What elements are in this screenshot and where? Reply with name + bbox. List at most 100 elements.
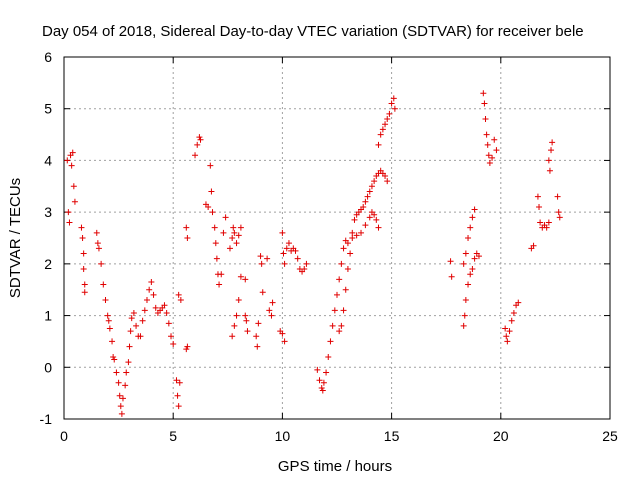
data-point	[475, 253, 482, 260]
data-point	[342, 286, 349, 293]
data-point	[106, 325, 113, 332]
data-point	[469, 214, 476, 221]
data-point	[534, 193, 541, 200]
data-point	[471, 255, 478, 262]
data-point	[235, 297, 242, 304]
data-point	[109, 338, 116, 345]
data-point	[318, 384, 325, 391]
data-point	[489, 154, 496, 161]
data-point	[467, 271, 474, 278]
data-point	[68, 162, 75, 169]
data-point	[371, 211, 378, 218]
data-point	[314, 366, 321, 373]
data-point	[484, 141, 491, 148]
data-point	[113, 369, 120, 376]
y-tick-label: 4	[44, 152, 52, 168]
data-point	[168, 333, 175, 340]
data-point	[368, 183, 375, 190]
data-point	[257, 253, 264, 260]
data-point	[233, 312, 240, 319]
data-point	[480, 90, 487, 97]
data-point	[543, 224, 550, 231]
data-point	[391, 105, 398, 112]
data-point	[197, 136, 204, 143]
data-point	[165, 320, 172, 327]
data-point	[229, 235, 236, 241]
data-point	[243, 317, 250, 324]
data-point	[362, 198, 369, 205]
data-point	[360, 203, 367, 210]
data-point	[465, 235, 472, 241]
chart-title: Day 054 of 2018, Sidereal Day-to-day VTE…	[42, 23, 584, 40]
data-point	[213, 255, 220, 262]
data-point	[173, 377, 180, 384]
data-point	[183, 224, 190, 231]
data-point	[111, 356, 118, 363]
data-point	[486, 160, 493, 167]
data-point	[102, 297, 109, 304]
data-point	[375, 224, 382, 231]
data-point	[349, 235, 356, 241]
data-point	[491, 136, 498, 143]
data-point	[152, 304, 159, 311]
data-point	[537, 219, 544, 226]
data-point	[340, 245, 347, 252]
data-point	[358, 229, 365, 236]
data-point	[294, 255, 301, 262]
data-point	[281, 338, 288, 345]
data-point	[347, 250, 354, 257]
data-point	[344, 266, 351, 273]
data-point	[244, 328, 251, 335]
data-point	[554, 193, 561, 200]
data-point	[366, 214, 373, 221]
data-point	[448, 273, 455, 280]
data-point	[268, 312, 275, 319]
data-point	[530, 242, 537, 249]
data-point	[283, 245, 290, 252]
data-point	[319, 387, 326, 394]
data-point	[253, 333, 260, 340]
data-point	[382, 121, 389, 128]
data-point	[93, 229, 100, 236]
x-tick-label: 25	[602, 428, 618, 444]
data-point	[320, 379, 327, 386]
data-point	[183, 346, 190, 353]
x-tick-label: 10	[275, 428, 291, 444]
data-point	[65, 209, 72, 216]
data-point	[377, 131, 384, 138]
data-point	[222, 214, 229, 221]
data-point	[279, 229, 286, 236]
data-point	[485, 152, 492, 159]
data-point	[150, 291, 157, 298]
data-point	[292, 247, 299, 254]
y-tick-label: 0	[44, 359, 52, 375]
data-point	[269, 299, 276, 306]
data-point	[237, 224, 244, 231]
data-point	[482, 116, 489, 123]
data-point	[211, 224, 218, 231]
data-point	[461, 312, 468, 319]
data-point	[545, 157, 552, 164]
data-point	[508, 317, 515, 324]
data-point	[194, 141, 201, 148]
data-point	[117, 403, 124, 410]
data-point	[242, 276, 249, 283]
data-point	[382, 172, 389, 179]
data-point	[95, 245, 102, 252]
y-tick-label: 1	[44, 308, 52, 324]
data-point	[69, 149, 76, 156]
data-point	[141, 307, 148, 314]
data-point	[469, 266, 476, 273]
data-point	[545, 219, 552, 226]
data-point	[481, 100, 488, 107]
data-point	[174, 392, 181, 399]
y-tick-label: 5	[44, 101, 52, 117]
x-tick-label: 5	[169, 428, 177, 444]
data-point	[122, 382, 129, 389]
data-point	[137, 333, 144, 340]
data-point	[336, 276, 343, 283]
data-point	[231, 322, 238, 329]
data-point	[220, 229, 227, 236]
data-point	[390, 95, 397, 102]
data-point	[362, 222, 369, 229]
